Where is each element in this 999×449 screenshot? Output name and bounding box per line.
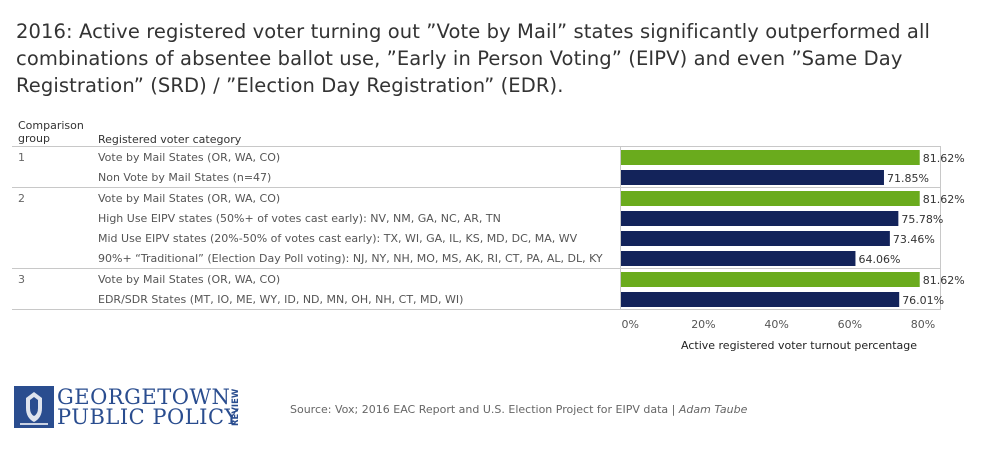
x-tick-label: 20% — [691, 318, 716, 331]
seal-logo — [14, 386, 54, 428]
row-label: Non Vote by Mail States (n=47) — [98, 171, 272, 184]
source-author: Adam Taube — [678, 403, 748, 416]
bar-value-label: 81.62% — [923, 274, 965, 287]
plot-right-border — [940, 146, 941, 310]
row-label: EDR/SDR States (MT, IO, ME, WY, ID, ND, … — [98, 293, 464, 306]
header-comparison-group: Comparison group — [18, 119, 84, 145]
bar-value-label: 81.62% — [923, 152, 965, 165]
x-tick-label: 60% — [837, 318, 863, 331]
bar-value-label: 64.06% — [858, 253, 900, 266]
x-tick-label: 40% — [764, 318, 789, 331]
bar — [621, 292, 900, 307]
bar — [621, 251, 856, 266]
group-separator — [12, 146, 940, 147]
group-number: 1 — [18, 151, 25, 164]
logo-review-text: REVIEW — [231, 388, 241, 426]
source-note: Source: Vox; 2016 EAC Report and U.S. El… — [290, 403, 747, 416]
bar-value-label: 75.78% — [901, 213, 943, 226]
bar-value-label: 71.85% — [887, 172, 929, 185]
group-separator — [12, 309, 940, 310]
bar — [621, 211, 899, 226]
x-tick-label: 0% — [621, 318, 639, 331]
plot-left-border — [620, 146, 621, 310]
logo-line1: GEORGETOWN — [57, 385, 231, 409]
bar — [621, 272, 920, 287]
row-label: Vote by Mail States (OR, WA, CO) — [98, 151, 281, 164]
row-label: Mid Use EIPV states (20%-50% of votes ca… — [98, 232, 578, 245]
bar-value-label: 81.62% — [923, 193, 965, 206]
x-tick-label: 80% — [910, 318, 936, 331]
x-axis-title: Active registered voter turnout percenta… — [681, 339, 918, 352]
bar-value-label: 73.46% — [893, 233, 935, 246]
group-separator — [12, 268, 940, 269]
group-separator — [12, 187, 940, 188]
row-label: Vote by Mail States (OR, WA, CO) — [98, 273, 281, 286]
bar — [621, 191, 920, 206]
source-text: Source: Vox; 2016 EAC Report and U.S. El… — [290, 403, 679, 416]
row-label: Vote by Mail States (OR, WA, CO) — [98, 192, 281, 205]
header-group-line2: group — [18, 132, 50, 145]
header-category: Registered voter category — [98, 133, 242, 146]
bar — [621, 231, 890, 246]
logo-review: REVIEW — [231, 388, 241, 426]
row-label: 90%+ “Traditional” (Election Day Poll vo… — [98, 252, 603, 265]
logo-line2: PUBLIC POLICY — [57, 405, 239, 429]
group-number: 3 — [18, 273, 25, 286]
bar-value-label: 76.01% — [902, 294, 944, 307]
chart-title: 2016: Active registered voter turning ou… — [16, 20, 930, 97]
bar — [621, 170, 884, 185]
header-group-line1: Comparison — [18, 119, 84, 132]
group-number: 2 — [18, 192, 25, 205]
row-label: High Use EIPV states (50%+ of votes cast… — [98, 212, 501, 225]
bar — [621, 150, 920, 165]
